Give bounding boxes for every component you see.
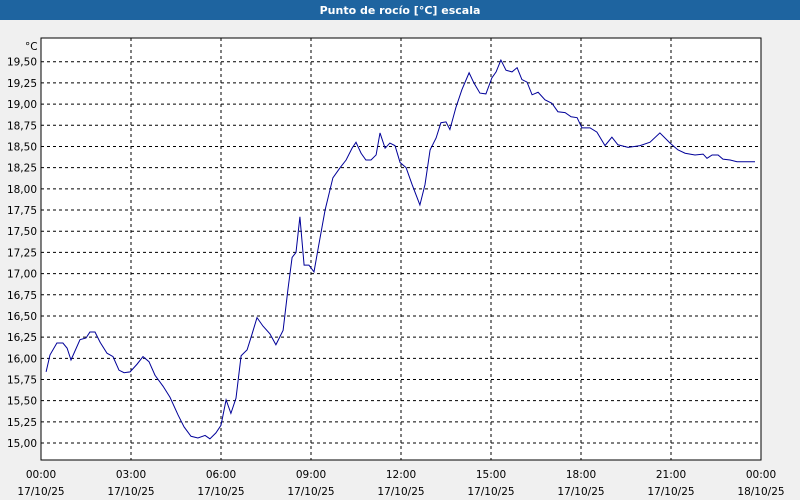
x-tick-label: 00:00 (746, 469, 776, 481)
y-tick-label: 18,75 (7, 120, 37, 132)
x-tick-label: 03:00 (116, 469, 146, 481)
y-tick-label: 16,50 (7, 311, 37, 323)
y-tick-label: 18,25 (7, 163, 37, 175)
x-tick-label: 17/10/25 (287, 486, 334, 498)
y-tick-label: 17,00 (7, 269, 37, 281)
y-tick-label: 15,00 (7, 438, 37, 450)
data-line (45, 58, 755, 440)
x-tick-label: 21:00 (656, 469, 686, 481)
x-tick-label: 17/10/25 (107, 486, 154, 498)
y-tick-label: 15,50 (7, 396, 37, 408)
x-tick-label: 09:00 (296, 469, 326, 481)
y-tick-label: 15,25 (7, 417, 37, 429)
x-tick-label: 17/10/25 (17, 486, 64, 498)
x-tick-label: 17/10/25 (197, 486, 244, 498)
title-bar (0, 0, 800, 20)
y-tick-label: 16,75 (7, 290, 37, 302)
y-tick-label: 17,50 (7, 226, 37, 238)
x-tick-label: 15:00 (476, 469, 506, 481)
x-tick-label: 17/10/25 (647, 486, 694, 498)
y-tick-label: 16,25 (7, 332, 37, 344)
y-tick-label: 17,25 (7, 247, 37, 259)
x-tick-label: 17/10/25 (377, 486, 424, 498)
y-tick-label: 18,00 (7, 184, 37, 196)
x-tick-label: 00:00 (26, 469, 56, 481)
chart-title: Punto de rocío [°C] escala (320, 4, 481, 17)
y-tick-label: 19,25 (7, 78, 37, 90)
y-tick-label: 16,00 (7, 353, 37, 365)
x-tick-label: 17/10/25 (557, 486, 604, 498)
x-tick-label: 17/10/25 (467, 486, 514, 498)
y-axis-label: °C (25, 41, 38, 53)
y-tick-label: 19,00 (7, 99, 37, 111)
y-tick-label: 18,50 (7, 141, 37, 153)
y-tick-label: 15,75 (7, 374, 37, 386)
x-tick-label: 12:00 (386, 469, 416, 481)
x-tick-label: 06:00 (206, 469, 236, 481)
y-tick-label: 17,75 (7, 205, 37, 217)
x-tick-label: 18:00 (566, 469, 596, 481)
y-tick-label: 19,50 (7, 57, 37, 69)
x-tick-label: 18/10/25 (737, 486, 784, 498)
